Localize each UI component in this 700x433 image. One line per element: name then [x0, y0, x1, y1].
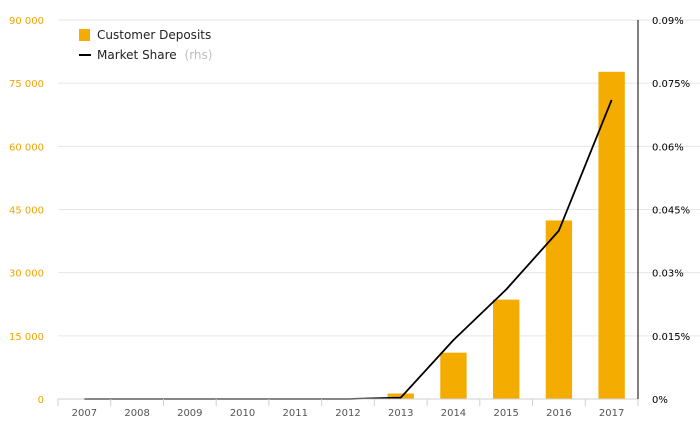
y-right-tick-label: 0%: [652, 395, 668, 406]
legend-swatch-customer-deposits: [79, 29, 90, 41]
x-tick-label-2010: 2010: [230, 408, 255, 419]
x-tick-label-2013: 2013: [388, 408, 413, 419]
x-tick-label-2007: 2007: [72, 408, 97, 419]
legend-label-customer-deposits: Customer Deposits: [97, 28, 211, 42]
legend-label-market-share-name: Market Share: [97, 48, 177, 62]
legend: Customer Deposits Market Share (rhs): [79, 28, 212, 62]
legend-label-market-share: Market Share (rhs): [97, 48, 212, 62]
y-axis-right: 0% 0.015% 0.03% 0.045% 0.06% 0.075% 0.09%: [637, 16, 690, 406]
y-left-tick-label: 60 000: [9, 142, 44, 153]
y-left-tick-label: 30 000: [9, 269, 44, 280]
y-axis-left: 0 15 000 30 000 45 000 60 000 75 000 90 000: [9, 16, 44, 406]
y-right-tick-label: 0.045%: [652, 206, 690, 217]
bar-2017: [598, 71, 625, 400]
bar-2014: [440, 352, 467, 399]
x-tick-label-2008: 2008: [124, 408, 149, 419]
y-left-tick-label: 45 000: [9, 206, 44, 217]
bar-2015: [493, 299, 520, 399]
y-right-tick-label: 0.06%: [652, 142, 684, 153]
legend-label-market-share-suffix: (rhs): [185, 48, 213, 62]
x-tick-label-2012: 2012: [335, 408, 360, 419]
bar-series: [387, 71, 625, 400]
x-tick-label-2017: 2017: [599, 408, 624, 419]
x-tick-label-2015: 2015: [493, 408, 518, 419]
x-axis: 2007 2008 2009 2010 2011 2012 2013 2014 2015 2016…: [57, 398, 639, 419]
bar-2013: [387, 393, 414, 399]
bar-2016: [545, 220, 573, 399]
y-right-tick-label: 0.015%: [652, 332, 690, 343]
y-right-tick-label: 0.03%: [652, 269, 684, 280]
y-left-tick-label: 90 000: [9, 16, 44, 27]
x-tick-label-2014: 2014: [441, 408, 466, 419]
x-tick-label-2011: 2011: [283, 408, 308, 419]
y-left-tick-label: 75 000: [9, 79, 44, 90]
y-left-tick-label: 0: [38, 395, 44, 406]
y-right-tick-label: 0.09%: [652, 16, 684, 27]
gridlines: [58, 19, 700, 337]
x-tick-label-2016: 2016: [546, 408, 571, 419]
line-series: [84, 99, 613, 400]
y-left-tick-label: 15 000: [9, 332, 44, 343]
market-share-line: [84, 99, 613, 400]
y-right-tick-label: 0.075%: [652, 79, 690, 90]
x-tick-label-2009: 2009: [177, 408, 202, 419]
